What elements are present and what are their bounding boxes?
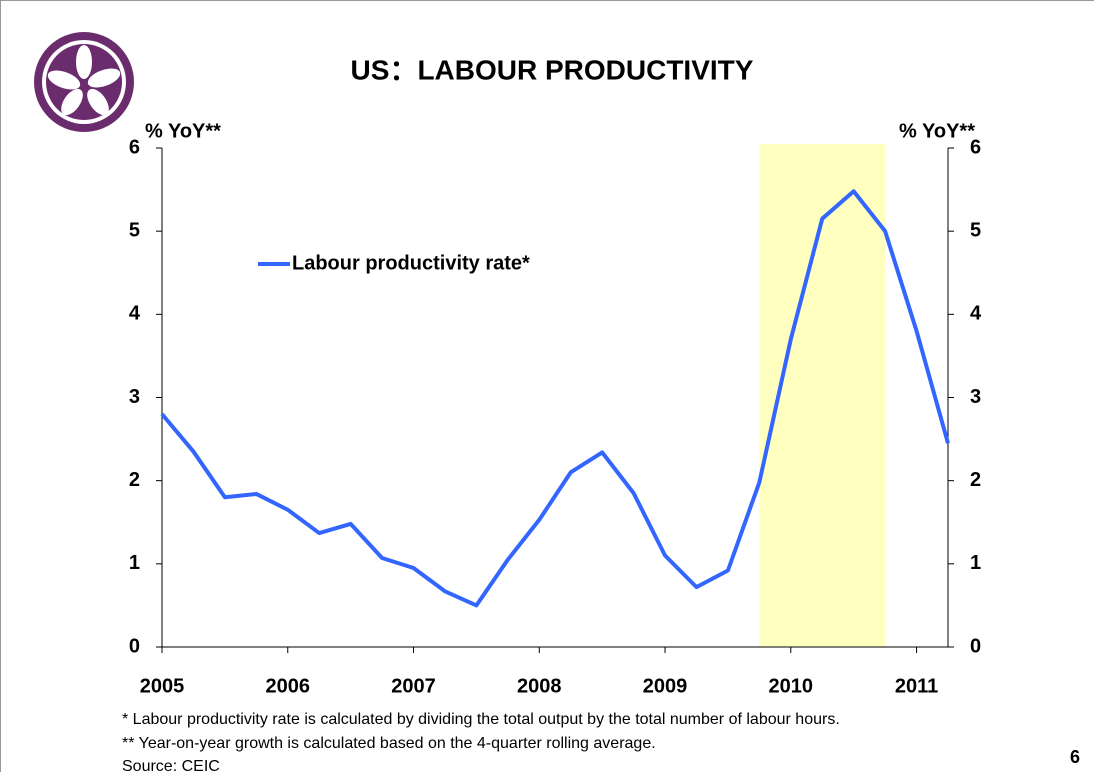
- footnote: * Labour productivity rate is calculated…: [122, 711, 840, 728]
- x-tick-label: 2011: [895, 675, 938, 697]
- legend-label: Labour productivity rate*: [292, 252, 530, 274]
- y-tick-label: 2: [129, 469, 140, 491]
- y2-tick-label: 5: [970, 219, 981, 241]
- logo: [34, 32, 134, 132]
- x-tick-label: 2007: [391, 675, 436, 697]
- y2-tick-label: 4: [970, 303, 982, 325]
- y-tick-label: 3: [129, 386, 140, 408]
- x-tick-label: 2010: [769, 675, 814, 697]
- y-tick-label: 4: [129, 303, 141, 325]
- y2-tick-label: 6: [970, 136, 981, 158]
- footnote: Source: CEIC: [122, 758, 220, 772]
- footnote: ** Year-on-year growth is calculated bas…: [122, 735, 656, 752]
- y2-tick-label: 1: [970, 552, 981, 574]
- data-line: [160, 189, 950, 608]
- y2-tick-label: 0: [970, 635, 981, 657]
- x-tick-label: 2008: [517, 675, 562, 697]
- page-number: 6: [1070, 747, 1080, 767]
- y-tick-label: 0: [129, 635, 140, 657]
- y2-tick-label: 2: [970, 469, 981, 491]
- y-tick-label: 5: [129, 219, 140, 241]
- y2-axis-label: % YoY**: [899, 120, 975, 142]
- y-tick-label: 6: [129, 136, 140, 158]
- x-tick-label: 2009: [643, 675, 688, 697]
- x-tick-label: 2005: [140, 675, 185, 697]
- chart-title: US：LABOUR PRODUCTIVITY: [351, 54, 754, 85]
- y-tick-label: 1: [129, 552, 140, 574]
- y2-tick-label: 3: [970, 386, 981, 408]
- y-axis-label: % YoY**: [145, 120, 221, 142]
- x-tick-label: 2006: [266, 675, 311, 697]
